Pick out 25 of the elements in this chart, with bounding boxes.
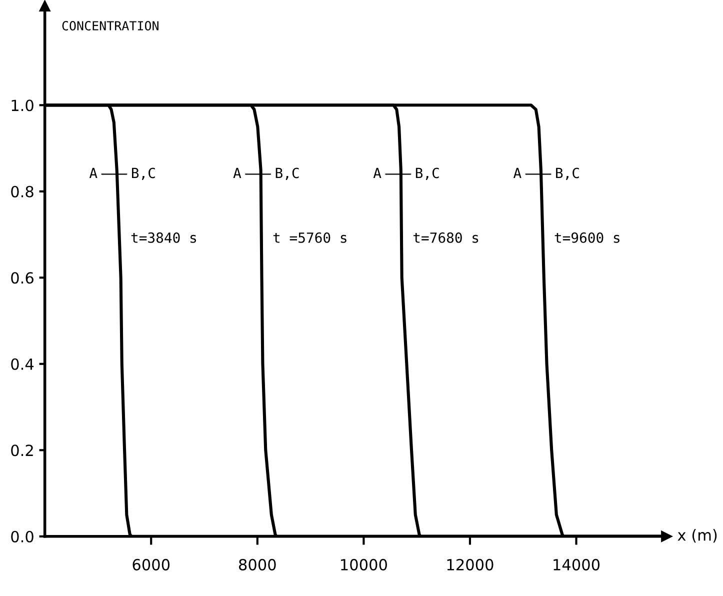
x-tick-label: 12000 [447, 558, 494, 570]
y-tick-label: 0.2 [11, 444, 33, 456]
y-tick-label: 1.0 [12, 100, 34, 112]
x-tick-label: 6000 [132, 558, 170, 570]
series-label: t=9600 s [554, 232, 620, 243]
annotation: A [513, 168, 522, 178]
annotation: A [89, 168, 98, 178]
series-label: t=3840 s [131, 232, 196, 243]
annotation: A [233, 168, 242, 178]
y-tick-label: 0.4 [11, 358, 34, 370]
annotation: B,C [556, 168, 579, 180]
annotation: B,C [132, 168, 155, 180]
series-label: t =5760 s [273, 232, 346, 243]
x-tick-label: 10000 [341, 558, 387, 570]
y-tick-label: 0.8 [11, 186, 34, 198]
annotation: B,C [276, 168, 299, 180]
y-tick-label: 0.6 [11, 272, 34, 284]
y-tick-label: 0.0 [11, 530, 34, 542]
annotation: B,C [416, 168, 439, 180]
y-axis-title: CONCENTRATION [62, 21, 158, 30]
series-label: t=7680 s [414, 232, 478, 243]
annotation: A [373, 168, 382, 178]
x-tick-label: 14000 [554, 558, 600, 570]
x-axis-title: x (m) [678, 529, 717, 543]
x-tick-label: 8000 [238, 558, 276, 570]
